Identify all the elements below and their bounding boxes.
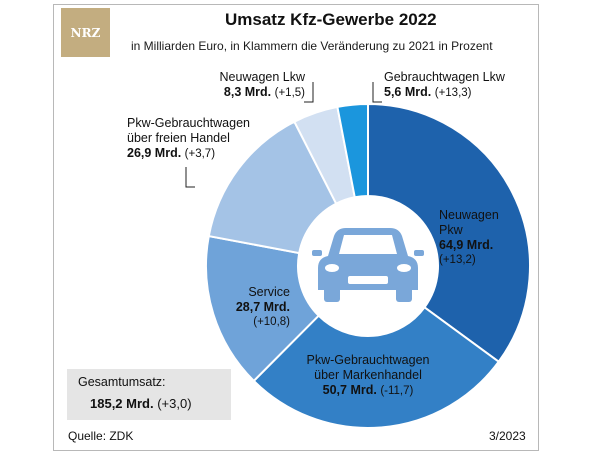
slice-value: 50,7 Mrd. (322, 383, 377, 397)
logo-text: NRZ (70, 25, 101, 40)
slice-label-neuwagen-pkw: Neuwagen Pkw 64,9 Mrd. (+13,2) (439, 208, 499, 268)
slice-value: 26,9 Mrd. (127, 146, 182, 160)
slice-label-service: Service 28,7 Mrd. (+10,8) (210, 285, 290, 330)
slice-name: Service (248, 285, 290, 299)
slice-change: (+13,2) (439, 254, 476, 266)
slice-name: Neuwagen (439, 208, 499, 222)
slice-change: (+13,3) (434, 87, 472, 99)
slice-name: Pkw-Gebrauchtwagen (306, 353, 430, 367)
source-note: Quelle: ZDK (68, 429, 134, 443)
slice-label-neuwagen-lkw: Neuwagen Lkw 8,3 Mrd. (+1,5) (203, 70, 305, 101)
slice-change: (+10,8) (253, 316, 290, 328)
slice-value: 64,9 Mrd. (439, 238, 494, 252)
slice-value: 8,3 Mrd. (223, 85, 272, 99)
slice-label-pkw-gebraucht-frei: Pkw-Gebrauchtwagen über freien Handel 26… (127, 116, 250, 162)
chart-subtitle: in Milliarden Euro, in Klammern die Verä… (131, 39, 493, 53)
slice-name: über freien Handel (127, 131, 230, 145)
total-box (67, 369, 231, 420)
slice-value: 28,7 Mrd. (235, 300, 290, 314)
car-icon (312, 228, 424, 302)
total-change: (+3,0) (157, 396, 192, 411)
slice-name: Gebrauchtwagen Lkw (384, 70, 505, 84)
date-note: 3/2023 (489, 429, 526, 443)
publisher-logo: NRZ (61, 8, 110, 57)
slice-change: (+1,5) (274, 87, 305, 99)
slice-change: (-11,7) (380, 385, 414, 397)
slice-name: Neuwagen Lkw (219, 70, 305, 84)
slice-change: (+3,7) (184, 148, 216, 160)
total-label: Gesamtumsatz: (78, 375, 166, 389)
total-value: 185,2 Mrd. (+3,0) (90, 396, 192, 411)
chart-title: Umsatz Kfz-Gewerbe 2022 (225, 10, 437, 29)
slice-name: über Markenhandel (314, 368, 422, 382)
slice-label-pkw-gebraucht-marken: Pkw-Gebrauchtwagen über Markenhandel 50,… (300, 353, 436, 399)
total-amount: 185,2 Mrd. (90, 396, 154, 411)
slice-name: Pkw (439, 223, 463, 237)
leader-line-pkw-gebraucht-frei (185, 167, 195, 188)
leader-line-neuwagen-lkw (304, 82, 314, 103)
slice-label-gebrauchtwagen-lkw: Gebrauchtwagen Lkw 5,6 Mrd. (+13,3) (384, 70, 505, 101)
slice-name: Pkw-Gebrauchtwagen (127, 116, 250, 130)
leader-line-gebrauchtwagen-lkw (372, 82, 382, 103)
slice-value: 5,6 Mrd. (384, 85, 432, 99)
